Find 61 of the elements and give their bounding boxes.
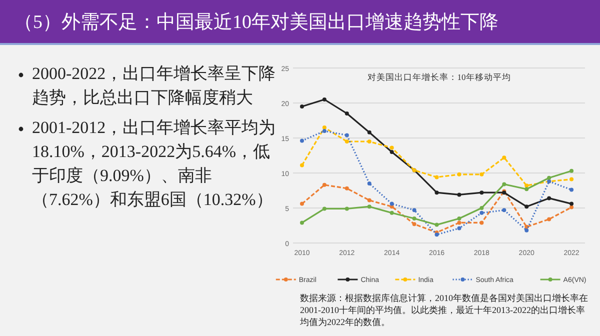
point xyxy=(434,232,439,237)
point xyxy=(412,222,416,226)
point xyxy=(390,150,394,154)
point xyxy=(344,112,349,116)
point xyxy=(480,210,484,215)
point xyxy=(322,126,326,130)
point xyxy=(434,222,439,227)
point xyxy=(344,206,349,211)
point xyxy=(300,163,304,168)
point xyxy=(570,177,574,182)
text: 对美国出口年增长率：10年移动平均 xyxy=(367,72,511,82)
point xyxy=(390,202,394,206)
point xyxy=(480,206,484,210)
point xyxy=(300,104,304,108)
source-note: 数据来源：根据数据库信息计算，2010年数值是各国对美国出口增长率在2001-2010十年间的平均值。以此类推，最近十年2013-2022的出口增长率均值为2022年的数值。 xyxy=(300,292,589,328)
point xyxy=(570,202,574,206)
heading: （5）外需不足：中国最近10年对美国出口增速趋势性下降 xyxy=(14,10,498,35)
point xyxy=(322,129,326,133)
point xyxy=(524,187,529,192)
point xyxy=(524,184,529,188)
point xyxy=(480,220,484,225)
point xyxy=(367,204,372,209)
point xyxy=(524,228,529,232)
point xyxy=(570,188,574,192)
point xyxy=(367,140,372,144)
text: 2000-2022，出口年增长率呈下降趋势，比总出口下降幅度稍大 xyxy=(31,63,277,109)
point xyxy=(570,168,574,173)
point xyxy=(300,220,304,225)
point xyxy=(547,196,552,200)
point xyxy=(367,130,372,134)
point xyxy=(412,208,416,212)
point xyxy=(524,204,529,209)
point xyxy=(570,205,574,210)
point xyxy=(367,198,372,202)
point xyxy=(457,220,462,225)
point xyxy=(300,138,304,143)
point xyxy=(390,146,394,150)
point xyxy=(434,175,439,180)
point xyxy=(344,140,349,144)
point xyxy=(434,190,439,195)
point xyxy=(480,172,484,176)
point xyxy=(502,182,506,186)
point xyxy=(547,217,552,222)
point xyxy=(344,186,349,190)
point xyxy=(457,192,462,197)
point xyxy=(502,208,506,212)
point xyxy=(457,216,462,220)
point xyxy=(457,172,462,176)
point xyxy=(502,156,506,160)
point xyxy=(322,98,326,102)
point xyxy=(480,190,484,195)
point xyxy=(390,210,394,215)
point xyxy=(322,206,326,211)
point xyxy=(344,133,349,138)
point xyxy=(322,182,326,187)
text: 2001-2012，出口年增长率平均为18.10%，2013-2022为5.64%，低于印度（9.09%）、南非（7.62%）和东盟6国（10.32%） xyxy=(31,117,277,211)
point xyxy=(457,226,462,230)
point xyxy=(367,182,372,186)
point xyxy=(412,216,416,220)
point xyxy=(547,176,552,180)
point xyxy=(300,202,304,206)
